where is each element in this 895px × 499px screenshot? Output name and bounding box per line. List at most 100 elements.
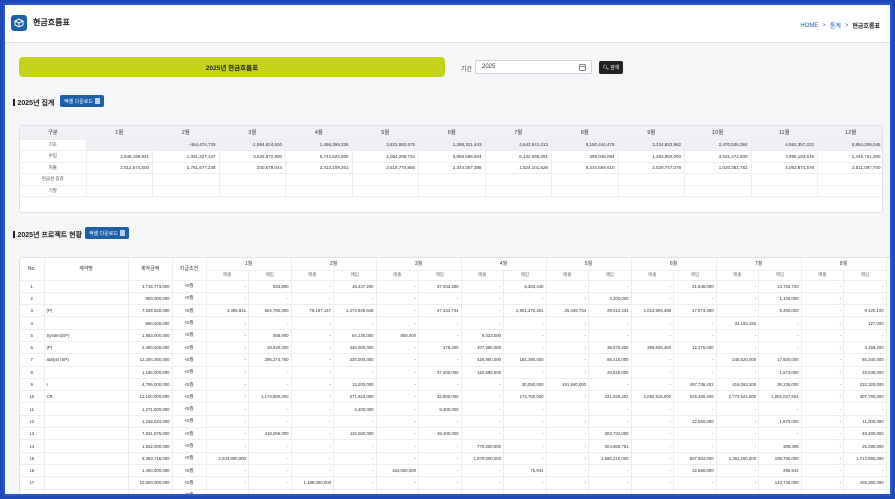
- project-name[interactable]: CR: [44, 390, 129, 404]
- table-row[interactable]: 1 3,715,773,000 <5월 -833,800-16,447,200-37,…: [20, 280, 887, 293]
- table-row[interactable]: 12 1,169,024,000 <5월 - - - - - - - - - - -22,660,000-…: [20, 415, 887, 429]
- table-row[interactable]: 10 CR 12,100,000,000 <5월 -1,174,800,000-571,…: [20, 390, 887, 404]
- monthly-value: 1,274,849,948: [333, 304, 377, 318]
- monthly-value: -: [503, 427, 547, 441]
- breadcrumb-stats[interactable]: 통계: [829, 24, 841, 30]
- table-row[interactable]: 3 (P) 7,029,520,000 <5월 4,395,841 604,780,000…: [20, 304, 887, 318]
- monthly-value: -: [206, 353, 249, 367]
- table-row[interactable]: 4 990,000,000 <5월 - - - - - - - - - - - -33,192,192- -1…: [20, 316, 887, 330]
- project-name[interactable]: [44, 427, 129, 441]
- monthly-value: -: [588, 415, 632, 429]
- project-no: 10: [20, 390, 45, 404]
- breadcrumb-current: 현금흐름표: [852, 24, 880, 30]
- breadcrumb-home[interactable]: HOME: [800, 22, 819, 29]
- monthly-value: -: [673, 427, 717, 441]
- project-no: 4: [20, 316, 45, 330]
- table-row[interactable]: 18 2,460,000,000 <5월 - - - -270,600,000- - - - - - -…: [20, 489, 887, 494]
- table-row[interactable]: 5 System(SP) 1,883,000,000 <5월 -858,000-64,1…: [20, 329, 887, 342]
- purchase-header: 매입: [503, 270, 547, 281]
- project-name[interactable]: [44, 464, 129, 478]
- project-name[interactable]: (P): [44, 304, 129, 318]
- monthly-value: -: [673, 316, 717, 330]
- project-name[interactable]: [44, 476, 129, 490]
- monthly-value: 9,300,000: [418, 402, 462, 416]
- table-row[interactable]: 13 7,831,076,000 <5월 -418,066,000-110,000,0…: [20, 427, 887, 441]
- monthly-value: 440,000,000: [333, 341, 377, 355]
- monthly-value: -: [546, 452, 590, 465]
- project-name[interactable]: [44, 415, 129, 429]
- monthly-value: 110,000,000: [333, 427, 377, 441]
- monthly-value: 75,944: [503, 464, 547, 478]
- monthly-value: -: [461, 402, 505, 416]
- search-button[interactable]: 🔍︎ 검색: [599, 61, 623, 74]
- project-no: 1: [20, 280, 45, 293]
- project-name[interactable]: [44, 316, 129, 330]
- monthly-value: -: [461, 464, 505, 478]
- sales-header: 매출: [716, 270, 760, 281]
- monthly-value: -: [716, 341, 760, 355]
- monthly-value: -: [801, 402, 845, 416]
- table-row[interactable]: 2 900,000,000 <5월 - - - - - - - - -3,200,000- - -1,10…: [20, 292, 887, 306]
- project-name[interactable]: [44, 452, 129, 465]
- monthly-value: -: [546, 329, 590, 342]
- project-name[interactable]: I: [44, 378, 129, 392]
- monthly-value: -: [461, 280, 505, 293]
- table-row[interactable]: 7 atalyst (SP) 12,294,350,000 <5월 -295,274,7…: [20, 353, 887, 367]
- monthly-value: -: [333, 292, 377, 306]
- table-row[interactable]: 9 I 4,795,000,000 <5월 - - -13,200,000- - -30,050…: [20, 378, 887, 392]
- monthly-value: 32,560,000: [673, 464, 717, 478]
- table-row[interactable]: 16 1,460,000,000 <5월 - - - -154,000,000- -75,94…: [20, 464, 887, 478]
- projects-month-header: 3월: [376, 258, 462, 271]
- monthly-value: 2,843,800,000: [206, 452, 249, 465]
- breadcrumb: HOME > 통계 > 현금흐름표: [800, 21, 880, 31]
- monthly-value: 1,580,215,000: [588, 452, 632, 465]
- project-name[interactable]: [44, 366, 129, 379]
- table-row[interactable]: 11 1,271,000,000 <5월 - - -4,400,000-9,300,000…: [20, 402, 887, 416]
- monthly-value: 8,200,000: [758, 304, 802, 318]
- monthly-value: 3,200,000: [588, 292, 632, 306]
- monthly-value: -: [716, 415, 760, 429]
- table-row[interactable]: 15 9,363,716,000 <5월 2,843,800,000- - - - -1,87…: [20, 452, 887, 465]
- summary-excel-button[interactable]: 엑셀 다운로드: [60, 95, 104, 107]
- project-name[interactable]: (P): [44, 341, 129, 355]
- table-row[interactable]: 14 1,832,000,000 <5월 - - - - - -770,000,000- -304…: [20, 439, 887, 453]
- monthly-value: 507,904,000: [673, 452, 717, 465]
- summary-cell: 9,150,444,478: [551, 139, 619, 151]
- calendar-icon[interactable]: [579, 64, 586, 71]
- project-name[interactable]: [44, 489, 129, 494]
- monthly-value: -: [206, 280, 249, 293]
- project-no: 14: [20, 439, 45, 453]
- table-row[interactable]: 8 1,186,000,000 <5월 - - - - -37,400,000 152,685,…: [20, 366, 887, 379]
- monthly-value: -: [546, 489, 590, 494]
- monthly-value: -: [801, 415, 845, 429]
- year-input[interactable]: 2025: [475, 60, 592, 74]
- project-name[interactable]: [44, 292, 129, 306]
- monthly-value: -: [291, 292, 335, 306]
- project-name[interactable]: atalyst (SP): [44, 353, 129, 367]
- monthly-value: -: [631, 292, 675, 306]
- project-name[interactable]: [44, 439, 129, 453]
- monthly-value: -: [291, 280, 335, 293]
- monthly-value: -: [546, 427, 590, 441]
- table-row[interactable]: 17 10,600,000,000 <5월 - -1,188,000,000- - - - - -…: [20, 476, 887, 490]
- project-name[interactable]: System(SP): [44, 329, 129, 342]
- contract-amount: 990,000,000: [128, 316, 173, 330]
- monthly-value: -: [503, 415, 547, 429]
- project-name[interactable]: [44, 280, 129, 293]
- monthly-value: -: [418, 316, 462, 330]
- projects-excel-button[interactable]: 엑셀 다운로드: [85, 227, 129, 239]
- table-row[interactable]: 6 (P) 2,460,000,000 <5월 -18,920,000-440,000,…: [20, 341, 887, 355]
- app-logo-icon[interactable]: [11, 15, 27, 31]
- monthly-value: -: [206, 415, 249, 429]
- monthly-value: -: [673, 439, 717, 453]
- monthly-value: 1,174,800,000: [248, 390, 292, 404]
- monthly-value: -: [418, 329, 462, 342]
- monthly-value: -: [376, 415, 420, 429]
- monthly-value: -: [801, 366, 845, 379]
- project-name[interactable]: [44, 402, 129, 416]
- payment-condition: <5월: [172, 476, 207, 490]
- summary-row-label: 기말: [20, 185, 87, 197]
- monthly-value: -: [376, 353, 420, 367]
- contract-amount: 3,715,773,000: [128, 280, 173, 293]
- purchase-header: 매입: [758, 270, 802, 281]
